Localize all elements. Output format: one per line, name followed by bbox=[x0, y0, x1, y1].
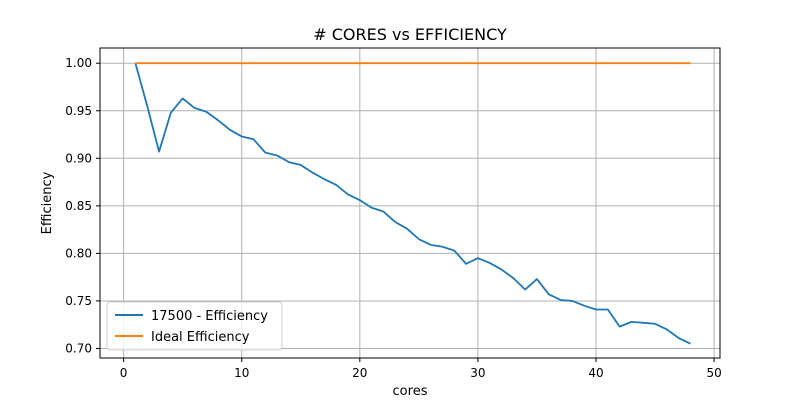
plot-frame bbox=[99, 47, 721, 359]
y-tick-label: 0.75 bbox=[65, 294, 92, 308]
x-tick-label: 50 bbox=[706, 366, 721, 380]
legend-box bbox=[106, 301, 283, 351]
legend: 17500 - Efficiency Ideal Efficiency bbox=[106, 301, 283, 351]
y-tick-label: 0.90 bbox=[65, 151, 92, 165]
x-tick-label: 30 bbox=[470, 366, 485, 380]
chart-title: # CORES vs EFFICIENCY bbox=[313, 25, 507, 44]
x-axis-label: cores bbox=[393, 384, 428, 399]
series-line-1 bbox=[134, 62, 691, 345]
y-tick-label: 1.00 bbox=[65, 56, 92, 70]
legend-label-series-2: Ideal Efficiency bbox=[151, 330, 250, 345]
y-tick-label: 0.95 bbox=[65, 104, 92, 118]
x-tick-label: 10 bbox=[234, 366, 249, 380]
axis-ticks: 0 10 20 30 40 50 0.70 0.75 0.80 0.85 0.90 0.95 1.00 bbox=[65, 56, 721, 380]
series-lines bbox=[134, 62, 691, 345]
legend-label-series-1: 17500 - Efficiency bbox=[151, 309, 268, 324]
y-tick-label: 0.70 bbox=[65, 341, 92, 355]
x-tick-label: 20 bbox=[352, 366, 367, 380]
x-tick-label: 0 bbox=[120, 366, 128, 380]
x-tick-label: 40 bbox=[588, 366, 603, 380]
y-tick-label: 0.80 bbox=[65, 246, 92, 260]
y-axis-label: Efficiency bbox=[40, 171, 55, 234]
y-tick-label: 0.85 bbox=[65, 199, 92, 213]
